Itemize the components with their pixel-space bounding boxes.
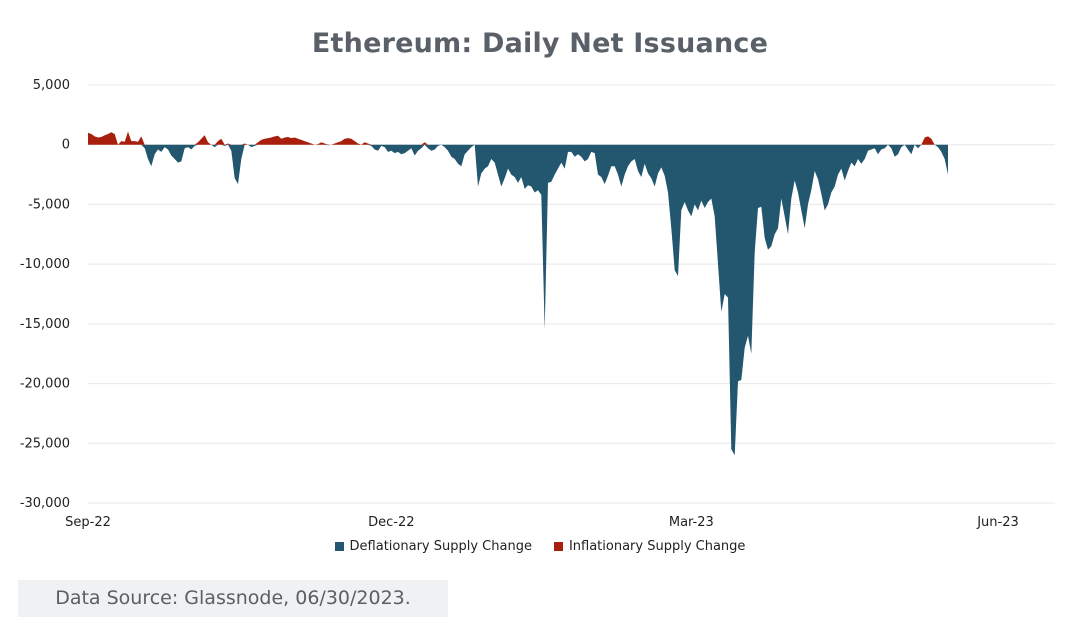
chart-svg: 5,000 0 -5,000 -10,000 -15,000 -20,000 -25,000… [20,78,1055,530]
legend-swatch-deflationary [334,542,344,551]
y-tick-label: -25,000 [20,436,70,451]
legend-item-deflationary: Deflationary Supply Change [334,539,532,554]
y-tick-label: 5,000 [33,78,70,93]
deflationary-area [88,144,948,456]
inflationary-area [88,131,948,145]
data-source-note: Data Source: Glassnode, 06/30/2023. [18,580,448,617]
y-tick-label: -30,000 [20,496,70,511]
y-tick-label: -10,000 [20,257,70,272]
x-tick-label: Jun-23 [976,515,1019,530]
legend-swatch-inflationary [553,542,563,551]
legend-label-inflationary: Inflationary Supply Change [568,539,746,554]
chart-title: Ethereum: Daily Net Issuance [311,28,769,59]
x-tick-label: Dec-22 [368,515,414,530]
legend-item-inflationary: Inflationary Supply Change [553,539,746,554]
y-axis-ticks: 5,000 0 -5,000 -10,000 -15,000 -20,000 -25,000… [20,78,70,511]
x-tick-label: Mar-23 [669,515,714,530]
legend-label-deflationary: Deflationary Supply Change [349,539,532,554]
legend: Deflationary Supply Change Inflationary … [0,539,1080,554]
y-tick-label: -20,000 [20,377,70,392]
y-tick-label: -5,000 [28,197,70,212]
y-tick-label: 0 [62,138,70,153]
y-tick-label: -15,000 [20,317,70,332]
area-series [88,131,948,456]
x-tick-label: Sep-22 [65,515,111,530]
x-axis-ticks: Sep-22 Dec-22 Mar-23 Jun-23 [65,515,1019,530]
